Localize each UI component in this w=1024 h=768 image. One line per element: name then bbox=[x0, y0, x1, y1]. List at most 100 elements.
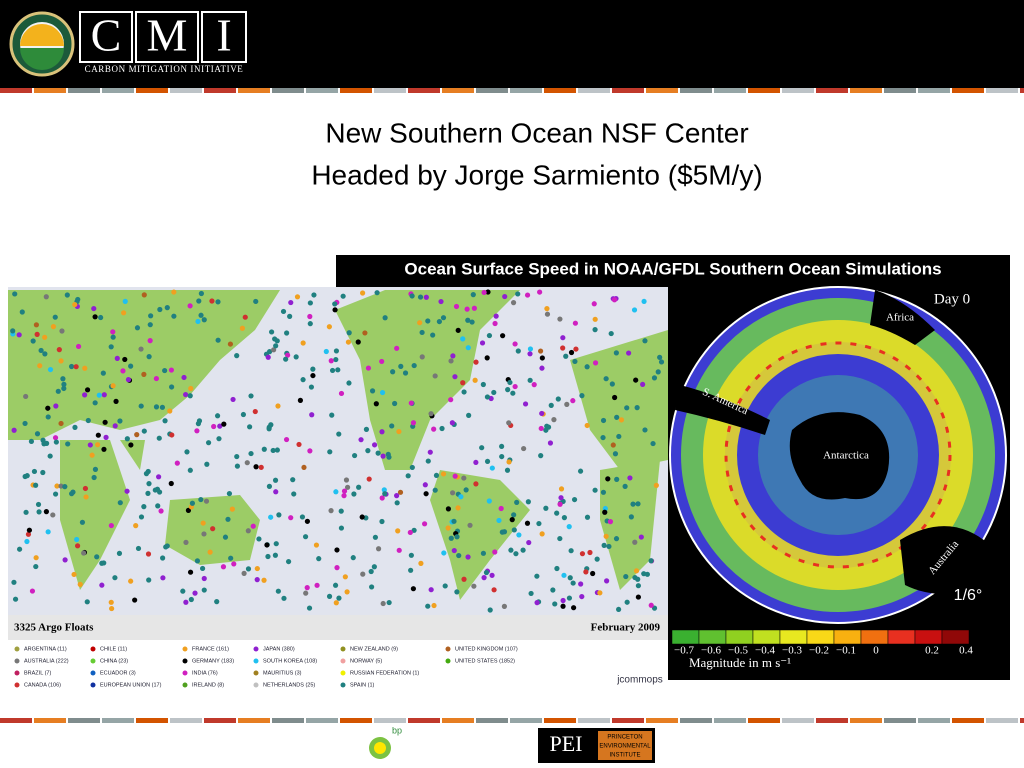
float-dot bbox=[40, 437, 46, 443]
stripe-segment bbox=[510, 718, 542, 723]
float-dot bbox=[95, 442, 101, 448]
float-dot bbox=[108, 599, 114, 605]
float-dots bbox=[10, 289, 665, 613]
float-dot bbox=[19, 309, 25, 315]
float-dot bbox=[344, 484, 351, 490]
float-dot bbox=[479, 340, 486, 346]
float-dot bbox=[58, 420, 64, 427]
float-dot bbox=[134, 325, 141, 331]
float-dot bbox=[381, 487, 387, 493]
float-dot bbox=[215, 299, 221, 305]
stripe-segment bbox=[918, 88, 950, 93]
float-dot bbox=[506, 420, 512, 426]
float-dot bbox=[489, 572, 495, 578]
stripe-segment bbox=[170, 718, 202, 723]
legend-swatch bbox=[340, 646, 346, 652]
float-dot bbox=[239, 325, 245, 331]
float-dot bbox=[648, 602, 654, 608]
day-label: Day 0 bbox=[934, 291, 970, 307]
float-dot bbox=[371, 564, 377, 570]
float-dot bbox=[215, 337, 221, 343]
float-dot bbox=[328, 358, 334, 364]
float-dot bbox=[441, 550, 447, 556]
float-dot bbox=[92, 466, 99, 472]
float-dot bbox=[455, 505, 461, 511]
float-dot bbox=[386, 599, 392, 606]
float-dot bbox=[285, 558, 292, 565]
float-dot bbox=[603, 533, 609, 539]
pei-logo: PEI PRINCETON ENVIRONMENTAL INSTITUTE bbox=[538, 728, 655, 763]
legend-swatch bbox=[14, 646, 20, 652]
float-dot bbox=[45, 405, 51, 411]
float-dot bbox=[461, 475, 467, 481]
float-dot bbox=[450, 353, 456, 359]
float-dot bbox=[101, 446, 107, 452]
float-dot bbox=[431, 602, 437, 609]
float-dot bbox=[113, 398, 119, 404]
float-dot bbox=[537, 289, 543, 295]
float-dot bbox=[407, 529, 413, 536]
float-dot bbox=[591, 301, 597, 307]
float-dot bbox=[43, 294, 49, 300]
float-dot bbox=[55, 388, 61, 394]
float-dot bbox=[245, 566, 252, 572]
stripe-segment bbox=[136, 718, 168, 723]
float-dot bbox=[375, 450, 381, 456]
float-dot bbox=[245, 528, 251, 534]
float-dot bbox=[38, 347, 44, 354]
float-dot bbox=[138, 403, 144, 409]
float-dot bbox=[299, 514, 306, 520]
float-dot bbox=[555, 396, 561, 402]
stripe-segment bbox=[34, 718, 66, 723]
float-dot bbox=[333, 356, 339, 363]
float-dot bbox=[538, 348, 544, 354]
australia bbox=[900, 526, 990, 594]
float-dot bbox=[203, 498, 210, 504]
float-dot bbox=[501, 603, 508, 609]
float-dot bbox=[382, 491, 388, 497]
float-dot bbox=[264, 542, 270, 548]
float-dot bbox=[153, 375, 159, 382]
float-dot bbox=[274, 447, 280, 453]
float-dot bbox=[579, 551, 586, 557]
float-dot bbox=[109, 605, 115, 612]
stripe-segment bbox=[816, 88, 848, 93]
float-dot bbox=[460, 336, 466, 342]
legend-swatch bbox=[14, 670, 20, 676]
float-dot bbox=[207, 549, 213, 555]
float-dot bbox=[326, 324, 332, 330]
float-dot bbox=[304, 518, 311, 524]
float-dot bbox=[511, 512, 517, 518]
float-dot bbox=[265, 553, 271, 560]
stripe-segment bbox=[204, 718, 236, 723]
float-dot bbox=[94, 554, 100, 560]
float-dot bbox=[29, 588, 36, 594]
float-dot bbox=[419, 329, 425, 336]
float-dot bbox=[180, 588, 186, 594]
stripe-segment bbox=[68, 718, 100, 723]
legend-label: GERMANY (183) bbox=[192, 658, 234, 664]
float-dot bbox=[511, 527, 517, 533]
float-dot bbox=[467, 522, 473, 528]
india bbox=[120, 440, 145, 470]
float-dot bbox=[466, 412, 472, 418]
logo-letter: C bbox=[91, 10, 122, 61]
float-dot bbox=[250, 523, 256, 529]
legend-swatch bbox=[445, 658, 451, 664]
float-dot bbox=[341, 492, 347, 499]
region-label: Africa bbox=[886, 312, 914, 324]
float-dot bbox=[449, 420, 455, 426]
float-dot bbox=[138, 514, 145, 520]
float-dot bbox=[558, 486, 565, 492]
float-dot bbox=[302, 534, 309, 540]
float-dot bbox=[252, 408, 258, 415]
float-dot bbox=[110, 329, 116, 335]
current-band bbox=[724, 341, 952, 569]
float-dot bbox=[227, 341, 234, 347]
float-dot bbox=[564, 401, 570, 407]
float-dot bbox=[201, 531, 207, 537]
float-dot bbox=[417, 320, 423, 326]
float-dot bbox=[261, 446, 267, 452]
float-dot bbox=[59, 328, 65, 334]
